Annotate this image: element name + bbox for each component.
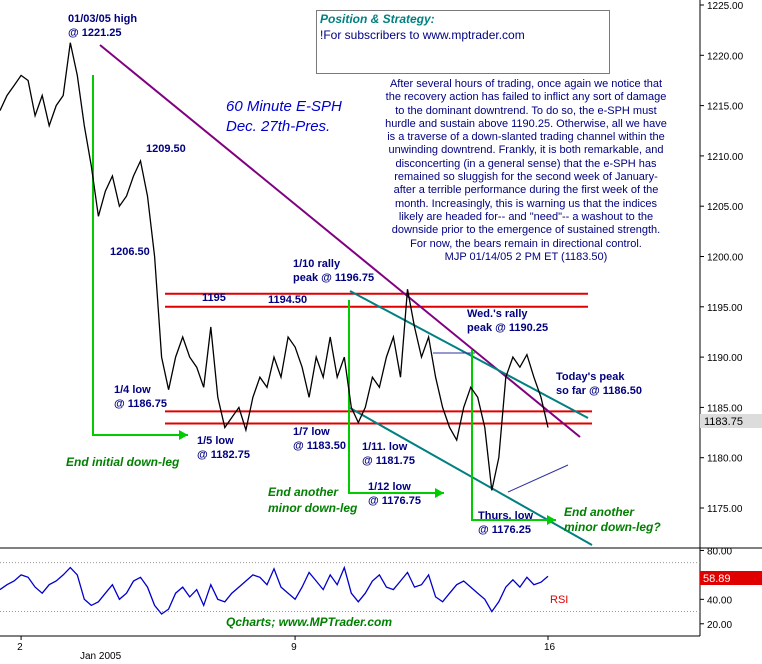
last-rsi-box: [700, 571, 762, 585]
commentary-line: MJP 01/14/05 2 PM ET (1183.50): [444, 250, 608, 263]
commentary-line: to the dominant downtrend. To do so, the…: [395, 104, 657, 117]
x-tick-label: 2: [17, 642, 23, 653]
annotation-label: 1/11. low: [362, 441, 408, 453]
channel-top-line: [349, 290, 589, 419]
rsi-tick-label: 20.00: [707, 620, 732, 631]
annotation-label: 1195: [202, 292, 226, 304]
annotation-label: Wed.'s rally: [467, 308, 528, 320]
commentary-line: After several hours of trading, once aga…: [389, 78, 663, 90]
last-price-box: [700, 414, 762, 428]
y-tick-label: 1220.00: [707, 51, 744, 62]
rsi-label: RSI: [550, 594, 568, 606]
annotation-value: @ 1181.75: [362, 455, 415, 467]
green-arrow: [92, 75, 188, 436]
y-tick-label: 1175.00: [707, 504, 743, 515]
annotation-label: Today's peak: [556, 371, 625, 383]
label-end-initial: End initial down-leg: [66, 455, 180, 469]
rsi-line: [0, 565, 549, 615]
rsi-tick-label: 40.00: [707, 595, 732, 606]
annotation-label: 1/12 low: [368, 481, 411, 493]
commentary-line: remained so sluggish for the second week…: [394, 171, 658, 184]
commentary-line: month. Increasingly, this is warning us …: [394, 197, 658, 210]
y-tick-label: 1190.00: [707, 353, 743, 364]
annotation-value: so far @ 1186.50: [556, 385, 642, 397]
annotation-label: 1209.50: [146, 143, 186, 155]
last-price-label: 1183.75: [704, 416, 743, 428]
y-tick-label: 1185.00: [707, 403, 743, 414]
y-tick-label: 1180.00: [707, 454, 743, 465]
commentary-line: disconcerting (in a general sense) that …: [395, 157, 657, 170]
label-end-another-1: End another: [268, 485, 339, 499]
annotation-label: 1194.50: [268, 294, 307, 306]
annotation-value: @ 1183.50: [293, 440, 346, 452]
commentary-line: after a terrible performance during the …: [393, 184, 659, 197]
y-tick-label: 1215.00: [707, 102, 744, 113]
green-arrow: [348, 300, 444, 494]
annotation-label: 1/7 low: [293, 426, 330, 438]
commentary-line: For now, the bears remain in directional…: [410, 237, 642, 250]
position-strategy-box: Position & Strategy: !For subscribers to…: [316, 10, 610, 74]
y-tick-label: 1210.00: [707, 152, 744, 163]
annotation-value: peak @ 1196.75: [293, 272, 374, 284]
x-sublabel: Jan 2005: [80, 651, 122, 662]
last-rsi-label: 58.89: [703, 573, 731, 585]
label-end-another-1b: minor down-leg: [268, 501, 358, 515]
annotation-value: @ 1182.75: [197, 449, 250, 461]
green-arrowhead: [179, 430, 188, 440]
x-tick-label: 9: [291, 642, 297, 653]
commentary-line: the recovery action has failed to inflic…: [385, 91, 667, 104]
annotation-label: 1/4 low: [114, 384, 151, 396]
rsi-tick-label: 80.00: [707, 546, 732, 557]
green-arrow: [471, 350, 556, 521]
commentary-block: After several hours of trading, once aga…: [366, 78, 686, 264]
commentary-line: hurdle and sustain above 1190.25. Otherw…: [385, 117, 667, 130]
annotation-value: @ 1221.25: [68, 27, 122, 39]
annotation-label: 1206.50: [110, 246, 150, 258]
chart-footer: Qcharts; www.MPTrader.com: [226, 615, 392, 629]
commentary-line: likely are headed for-- and "need"-- a w…: [398, 210, 654, 223]
y-tick-label: 1225.00: [707, 1, 744, 12]
position-strategy-title: Position & Strategy:: [320, 12, 435, 26]
x-tick-label: 16: [544, 642, 556, 653]
annotation-label: 01/03/05 high: [68, 13, 137, 25]
annotation-value: peak @ 1190.25: [467, 322, 548, 334]
price-line: [0, 42, 549, 491]
commentary-line: is a traverse of a down-slanted trading …: [387, 131, 665, 144]
y-tick-label: 1200.00: [707, 253, 744, 264]
annotation-label: Thurs. low: [478, 510, 533, 522]
annotation-value: @ 1186.75: [114, 398, 167, 410]
label-end-another-2b: minor down-leg?: [564, 520, 661, 534]
commentary-line: unwinding downtrend. Frankly, it is both…: [388, 144, 664, 157]
commentary-line: downside prior to the emergence of susta…: [391, 224, 661, 237]
green-arrowhead: [435, 488, 444, 498]
annotation-label: 1/5 low: [197, 435, 234, 447]
chart-subtitle: Dec. 27th-Pres.: [226, 118, 330, 135]
chart-title: 60 Minute E-SPH: [226, 98, 342, 115]
annotation-value: @ 1176.75: [368, 495, 421, 507]
position-strategy-text: !For subscribers to www.mptrader.com: [320, 28, 525, 42]
annotation-value: @ 1176.25: [478, 524, 531, 536]
y-tick-label: 1205.00: [707, 202, 744, 213]
y-tick-label: 1195.00: [707, 303, 743, 314]
annotation-label: 1/10 rally: [293, 258, 341, 270]
support-line: [507, 464, 569, 493]
label-end-another-2: End another: [564, 505, 635, 519]
green-arrowhead: [547, 515, 556, 525]
